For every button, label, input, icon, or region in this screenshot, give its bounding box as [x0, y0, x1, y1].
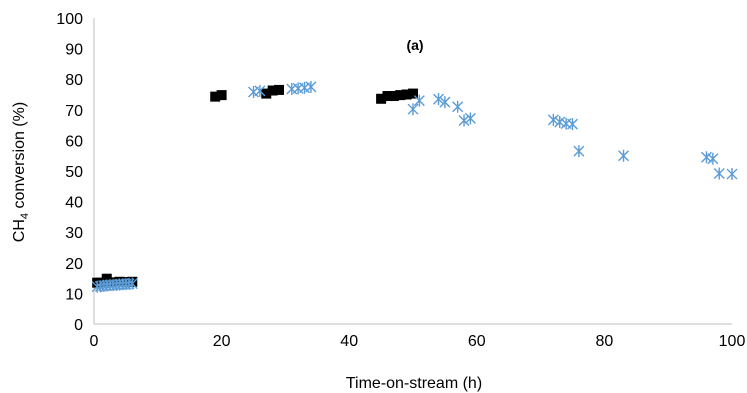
y-axis-title-rest: conversion (%) — [11, 102, 28, 213]
y-tick-label: 20 — [65, 256, 83, 273]
series-2 — [91, 80, 738, 293]
series-1 — [92, 84, 418, 288]
y-tick-label: 90 — [65, 42, 83, 59]
data-point-asterisk — [433, 93, 445, 106]
data-points — [91, 80, 738, 293]
y-tick-label: 40 — [65, 195, 83, 212]
x-tick-label: 80 — [596, 333, 614, 350]
data-point-square — [382, 91, 393, 102]
y-tick-label: 70 — [65, 103, 83, 120]
data-point-asterisk — [713, 167, 725, 180]
data-point-square — [376, 93, 387, 104]
data-point-asterisk — [700, 151, 712, 164]
y-tick-label: 100 — [56, 11, 83, 28]
x-tick-label: 0 — [90, 333, 99, 350]
y-tick-label: 0 — [74, 317, 83, 334]
data-point-asterisk — [254, 84, 266, 97]
data-point-asterisk — [126, 277, 138, 290]
data-point-square — [261, 88, 272, 99]
data-point-asterisk — [458, 114, 470, 127]
data-point-asterisk — [439, 96, 451, 109]
y-tick-label: 10 — [65, 286, 83, 303]
data-point-asterisk — [305, 80, 317, 93]
x-tick-label: 100 — [719, 333, 746, 350]
data-point-square — [267, 85, 278, 96]
y-axis-title-main: CH — [11, 219, 28, 242]
data-point-asterisk — [618, 149, 630, 162]
data-point-square — [401, 89, 412, 100]
x-tick-label: 60 — [468, 333, 486, 350]
data-point-asterisk — [554, 116, 566, 129]
data-point-asterisk — [547, 113, 559, 126]
data-point-square — [216, 90, 227, 101]
data-point-asterisk — [573, 145, 585, 158]
x-tick-label: 20 — [213, 333, 231, 350]
data-point-asterisk — [464, 112, 476, 125]
y-tick-label: 60 — [65, 133, 83, 150]
data-point-square — [274, 84, 285, 95]
y-axis-title: CH4 conversion (%) — [11, 102, 31, 242]
axes — [93, 18, 732, 325]
data-point-square — [388, 91, 399, 102]
x-tick-label: 40 — [340, 333, 358, 350]
chart-annotation: (a) — [406, 37, 423, 53]
y-axis-title-subscript: 4 — [19, 213, 31, 219]
data-point-asterisk — [407, 103, 419, 116]
y-tick-label: 50 — [65, 164, 83, 181]
data-point-square — [210, 91, 221, 102]
y-tick-labels: 0 10 20 30 40 50 60 70 80 90 100 — [56, 11, 83, 334]
data-point-square — [101, 273, 112, 284]
data-point-square — [395, 90, 406, 101]
data-point-asterisk — [567, 118, 578, 131]
data-point-asterisk — [413, 94, 425, 107]
y-tick-label: 30 — [65, 225, 83, 242]
data-point-asterisk — [726, 168, 738, 181]
data-point-asterisk — [707, 152, 719, 165]
data-point-square — [408, 88, 418, 99]
y-tick-label: 80 — [65, 72, 83, 89]
x-axis-title: Time-on-stream (h) — [346, 375, 482, 392]
data-point-asterisk — [452, 100, 464, 113]
x-tick-labels: 0 20 40 60 80 100 — [90, 333, 746, 350]
